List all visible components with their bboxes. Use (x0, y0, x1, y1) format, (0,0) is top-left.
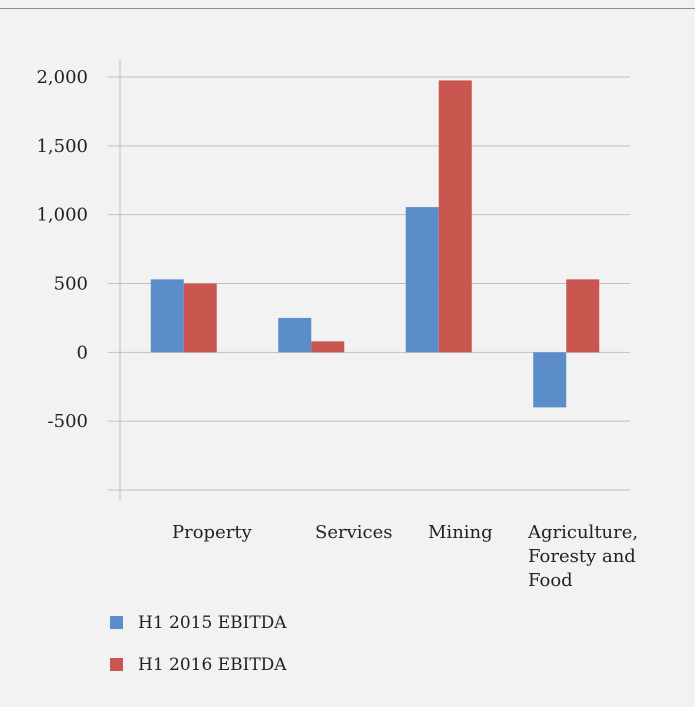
y-tick-label: 2,000 (36, 67, 88, 88)
x-category-label: Food (528, 570, 573, 591)
y-tick-label: -500 (48, 411, 88, 432)
legend-swatch (110, 616, 123, 629)
legend-label: H1 2015 EBITDA (138, 613, 287, 633)
x-category-label: Foresty and (528, 546, 636, 567)
bar-1 (533, 352, 567, 408)
bar-2 (566, 279, 600, 353)
x-category-label: Services (315, 522, 392, 543)
x-category-label: Property (172, 522, 253, 543)
y-tick-label: 1,500 (36, 136, 88, 157)
top-divider (0, 8, 695, 9)
legend-swatch (110, 658, 123, 671)
bar-2 (438, 80, 472, 353)
y-tick-label: 1,000 (36, 205, 88, 226)
bar-1 (150, 279, 184, 353)
bar-1 (405, 207, 439, 353)
x-category-label: Agriculture, (527, 522, 638, 543)
x-category-label: Mining (428, 522, 493, 543)
legend-label: H1 2016 EBITDA (138, 655, 287, 675)
y-tick-label: 0 (77, 342, 88, 363)
bar-2 (311, 341, 345, 353)
bar-2 (183, 283, 217, 353)
y-tick-label: 500 (54, 274, 88, 295)
bar-1 (278, 317, 312, 353)
